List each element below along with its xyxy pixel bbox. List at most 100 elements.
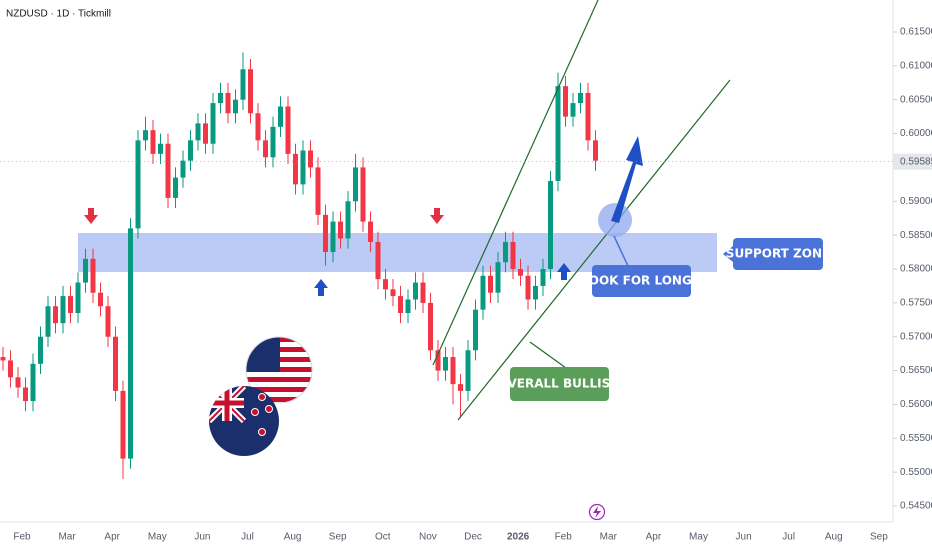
lower-trend-line xyxy=(457,79,731,421)
candle-body xyxy=(90,258,96,293)
candle-body xyxy=(278,106,283,127)
candle-body xyxy=(510,241,516,269)
candle-body xyxy=(75,282,81,314)
support-callout: SUPPORT ZONE xyxy=(723,238,830,270)
candle-body xyxy=(435,350,441,371)
candle-body xyxy=(53,306,58,324)
candle-body xyxy=(45,306,51,337)
nz-flag xyxy=(209,386,279,456)
candle-body xyxy=(188,140,193,161)
candle-body xyxy=(300,150,306,185)
candle-body xyxy=(293,153,298,185)
candle-body xyxy=(458,384,463,391)
x-tick-label: May xyxy=(148,532,167,543)
candle-body xyxy=(548,180,553,269)
candle-body xyxy=(128,228,133,459)
up-arrow xyxy=(314,279,328,296)
candle-body xyxy=(270,126,276,158)
x-tick-label: 2026 xyxy=(507,532,530,543)
candle-body xyxy=(248,69,253,114)
x-tick-label: Jun xyxy=(194,532,210,543)
candle-body xyxy=(323,214,328,253)
candle-body xyxy=(263,140,268,158)
candle-body xyxy=(158,143,163,154)
candle-body xyxy=(375,241,381,280)
candle-body xyxy=(518,269,523,276)
x-tick-label: Jul xyxy=(782,532,795,543)
candle-body xyxy=(135,140,141,229)
candle-body xyxy=(203,123,208,144)
candle-body xyxy=(480,275,486,310)
x-tick-label: Sep xyxy=(329,532,347,543)
annotation: LOOK FOR LONGS xyxy=(582,274,701,288)
x-tick-label: Jul xyxy=(241,532,254,543)
y-tick-label: 0.54500 xyxy=(900,501,932,512)
x-tick-label: Dec xyxy=(464,532,482,543)
last-price-label: 0.59585 xyxy=(900,156,932,167)
candle-body xyxy=(330,221,336,253)
candle-body xyxy=(525,275,531,300)
x-tick-label: Apr xyxy=(104,532,120,543)
candle-body xyxy=(165,143,171,198)
longs-callout: LOOK FOR LONGS xyxy=(582,235,701,297)
x-tick-label: Mar xyxy=(58,532,76,543)
candle-body xyxy=(143,130,148,141)
x-tick-label: Feb xyxy=(555,532,573,543)
x-tick-label: May xyxy=(689,532,708,543)
candle-body xyxy=(233,99,238,114)
us-flag-border xyxy=(245,336,313,404)
candle-body xyxy=(345,201,351,239)
candle-body xyxy=(210,103,216,144)
candle-body xyxy=(503,241,508,263)
bullish-callout: OVERALL BULLISH xyxy=(498,341,621,401)
candle-body xyxy=(563,86,568,117)
candle-body xyxy=(68,296,73,314)
bullish-arrow xyxy=(611,136,643,223)
candle-body xyxy=(368,221,373,242)
x-tick-label: Nov xyxy=(419,532,437,543)
candle-body xyxy=(218,92,223,104)
candle-body xyxy=(15,377,21,388)
candle-body xyxy=(225,92,231,114)
candle-body xyxy=(383,279,388,290)
candle-body xyxy=(405,299,411,314)
x-tick-label: Mar xyxy=(600,532,618,543)
down-arrow xyxy=(430,208,444,224)
x-tick-label: Aug xyxy=(825,532,843,543)
candle-body xyxy=(570,103,576,117)
candle-body xyxy=(495,262,501,293)
candle-body xyxy=(420,282,426,303)
candles xyxy=(0,52,598,479)
candle-body xyxy=(578,92,583,104)
candle-body xyxy=(533,285,538,300)
candle-body xyxy=(353,167,358,202)
candle-body xyxy=(443,357,448,371)
annotation: SUPPORT ZONE xyxy=(726,247,830,261)
candle-body xyxy=(120,390,126,459)
candle-body xyxy=(105,306,111,337)
candle-body xyxy=(450,357,456,385)
x-tick-label: Oct xyxy=(375,532,391,543)
candle-body xyxy=(83,258,88,283)
candle-body xyxy=(398,296,403,314)
annotation: OVERALL BULLISH xyxy=(498,377,621,391)
event-icon[interactable] xyxy=(588,503,606,521)
candle-body xyxy=(38,336,43,364)
trend-lines xyxy=(432,0,731,421)
candle-body xyxy=(413,282,418,300)
candle-body xyxy=(585,92,591,141)
candle-body xyxy=(23,387,28,402)
